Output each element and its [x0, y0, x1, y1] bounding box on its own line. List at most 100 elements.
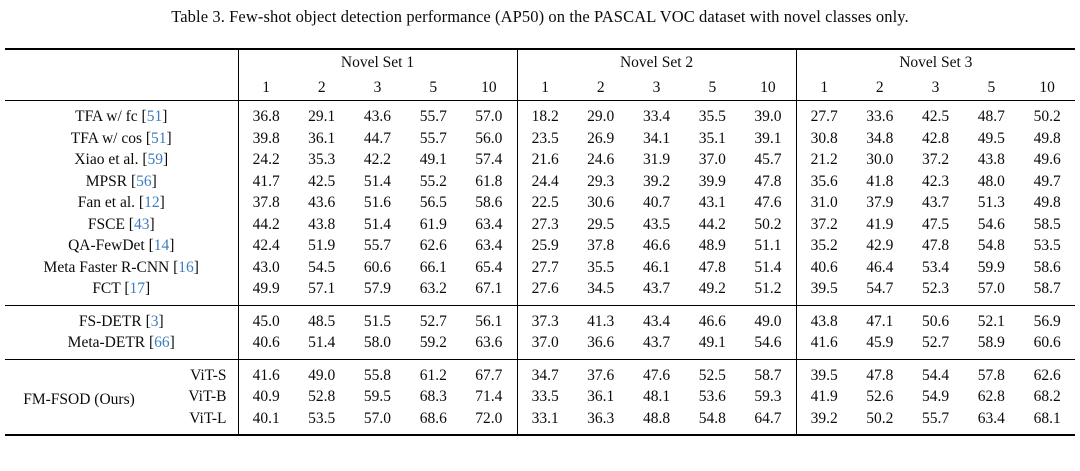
ap50-value: 51.4: [363, 172, 392, 190]
citation-ref: 43: [133, 215, 150, 233]
ap50-value: 68.1: [1033, 409, 1061, 427]
method-name: Meta-DETR [66]: [5, 332, 239, 359]
header-shot: 5: [708, 79, 717, 96]
ap50-value: 34.8: [866, 129, 894, 147]
ap50-value: 29.5: [587, 215, 615, 233]
header-shot: 10: [461, 75, 518, 101]
citation-bracket: ]: [149, 215, 155, 233]
ap50-value: 35.2: [810, 237, 838, 254]
ap50-value: 53.5: [1033, 237, 1061, 254]
ap50-value: 68.2: [1033, 388, 1061, 405]
ap50-value: 46.4: [866, 258, 894, 276]
citation-bracket: ]: [163, 151, 169, 168]
ap50-value: 25.9: [531, 237, 559, 254]
ap50-value: 65.4: [461, 256, 518, 278]
ap50-value: 52.6: [866, 388, 894, 405]
ap50-value: 55.7: [363, 237, 392, 254]
method-label: FSCE [: [87, 215, 134, 233]
ap50-value: 26.9: [587, 129, 615, 147]
ap50-value: 41.6: [252, 366, 280, 384]
citation-ref: 59: [147, 151, 164, 168]
ap50-value: 41.3: [587, 312, 615, 330]
header-shot: 1: [541, 79, 550, 96]
citation-bracket: ]: [169, 237, 175, 254]
citation-bracket: ]: [151, 172, 157, 190]
ap50-value: 22.5: [531, 194, 559, 211]
citation-bracket: ]: [169, 334, 175, 351]
ap50-value: 55.7: [419, 108, 447, 125]
ap50-value: 52.7: [921, 334, 950, 351]
ap50-value: 46.6: [642, 237, 671, 254]
ap50-value: 45.7: [740, 149, 797, 171]
method-name: QA-FewDet [14]: [5, 235, 239, 257]
ap50-value: 40.1: [252, 409, 280, 427]
ap50-value: 57.4: [461, 149, 518, 171]
ap50-value: 49.2: [698, 280, 726, 297]
table-row: FCT [17] 49.9 57.1 57.9 63.2 67.1 27.6 34.5 43.7…: [5, 278, 1075, 305]
table-row: Meta Faster R-CNN [16] 43.0 54.5 60.6 66.1 65…: [5, 256, 1075, 278]
ap50-value: 72.0: [461, 407, 518, 435]
ap50-value: 30.6: [587, 194, 615, 211]
ap50-value: 54.8: [977, 237, 1005, 254]
ap50-value: 42.2: [363, 151, 392, 168]
ap50-value: 55.7: [419, 129, 447, 147]
table-row: Xiao et al. [59] 24.2 35.3 42.2 49.1 57.4 21.6…: [5, 149, 1075, 171]
ap50-value: 48.9: [698, 237, 726, 254]
table-row: QA-FewDet [14] 42.4 51.9 55.7 62.6 63.4 25.9 37…: [5, 235, 1075, 257]
ap50-value: 42.5: [308, 172, 336, 190]
citation-bracket: ]: [145, 280, 151, 297]
header-stub: [5, 75, 239, 101]
ap50-value: 60.6: [1033, 334, 1061, 351]
ap50-value: 49.5: [977, 129, 1005, 147]
ap50-value: 35.1: [698, 129, 726, 147]
ap50-value: 39.1: [740, 127, 797, 149]
ap50-value: 42.5: [921, 108, 950, 125]
ap50-value: 48.7: [977, 108, 1005, 125]
ap50-value: 61.9: [419, 215, 447, 233]
ap50-value: 52.1: [977, 312, 1005, 330]
ap50-value: 47.8: [866, 366, 894, 384]
ap50-value: 58.6: [1033, 258, 1061, 276]
ap50-value: 44.2: [252, 215, 280, 233]
ap50-value: 59.9: [977, 258, 1005, 276]
ap50-value: 51.1: [740, 235, 797, 257]
ap50-value: 36.8: [252, 108, 280, 125]
ap50-value: 37.3: [531, 312, 559, 330]
ap50-value: 41.9: [810, 388, 838, 405]
ap50-value: 49.7: [1033, 172, 1061, 190]
table-caption: Table 3. Few-shot object detection perfo…: [171, 7, 909, 26]
method-name: FSCE [43]: [5, 213, 239, 235]
backbone-label: ViT-S: [153, 359, 239, 386]
ap50-value: 41.6: [810, 334, 838, 351]
ap50-value: 58.7: [740, 359, 797, 386]
ap50-value: 43.8: [977, 151, 1005, 168]
method-name: TFA w/ cos [51]: [5, 127, 239, 149]
ap50-value: 64.7: [740, 407, 797, 435]
ap50-value: 63.6: [461, 332, 518, 359]
ap50-value: 41.8: [866, 172, 894, 190]
ap50-value: 58.7: [1033, 280, 1061, 297]
ap50-value: 40.9: [252, 388, 280, 405]
method-label: FS-DETR [: [78, 312, 151, 330]
ap50-value: 36.3: [587, 409, 615, 427]
header-shot: 5: [429, 79, 438, 96]
table-row: TFA w/ cos [51] 39.8 36.1 44.7 55.7 56.0 23.5 2…: [5, 127, 1075, 149]
ap50-value: 58.6: [461, 192, 518, 214]
ap50-value: 54.6: [740, 332, 797, 359]
table-row: Fan et al. [12] 37.8 43.6 51.6 56.5 58.6 22.5 3…: [5, 192, 1075, 214]
header-shot: 3: [931, 79, 940, 96]
ap50-value: 52.7: [419, 312, 447, 330]
ap50-value: 40.7: [642, 194, 671, 211]
ap50-value: 56.0: [461, 127, 518, 149]
header-stub: [5, 49, 239, 75]
ap50-value: 43.5: [642, 215, 671, 233]
ap50-value: 56.9: [1033, 312, 1061, 330]
ap50-value: 47.8: [921, 237, 950, 254]
header-shot: 10: [740, 75, 797, 101]
header-shot: 2: [596, 79, 605, 96]
citation-ref: 51: [151, 129, 167, 147]
ap50-value: 59.2: [419, 334, 447, 351]
ap50-value: 56.5: [419, 194, 447, 211]
header-groups-row: Novel Set 1 Novel Set 2 Novel Set 3: [5, 49, 1075, 75]
header-shot: 10: [1039, 79, 1055, 96]
